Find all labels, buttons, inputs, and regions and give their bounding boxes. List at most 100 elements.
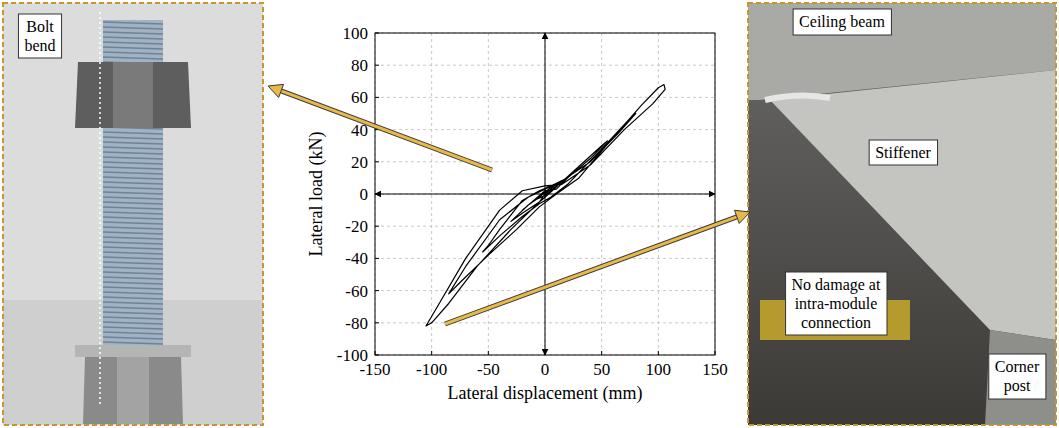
bolt-thread: [103, 152, 163, 154]
label-line: No damage at: [792, 276, 881, 294]
bolt-thread: [103, 202, 163, 204]
data-group: [426, 85, 665, 327]
arrow-outline: [281, 91, 492, 170]
weld: [765, 95, 830, 100]
tick-label-x: -100: [416, 360, 447, 379]
tick-y: [375, 258, 379, 259]
tick-label-y: 100: [343, 24, 369, 43]
label-box: [989, 354, 1046, 399]
tick-x: [431, 351, 432, 355]
bolt-thread: [103, 312, 163, 314]
bolt-thread: [103, 52, 163, 54]
bolt-thread: [103, 337, 163, 339]
photo-background: [748, 3, 1056, 425]
tick-x: [545, 351, 546, 355]
arrow-outline: [445, 217, 737, 324]
tick-label-x: -50: [477, 360, 500, 379]
tick-label-y: -40: [345, 249, 368, 268]
label-line: Bolt: [26, 18, 54, 35]
photo-label: Ceiling beam: [799, 13, 885, 31]
bolt-thread: [103, 307, 163, 309]
plot-background: [375, 33, 715, 355]
bolt-thread: [103, 242, 163, 244]
bolt-thread: [103, 157, 163, 159]
tick-label-y: 80: [351, 56, 368, 75]
bolt-thread: [103, 27, 163, 29]
tick-label-y: 60: [351, 88, 368, 107]
bolt-thread: [103, 287, 163, 289]
photo-background: [3, 3, 263, 425]
reference-line: [99, 12, 101, 405]
label-line: bend: [24, 37, 55, 54]
tick-y: [375, 355, 379, 356]
callout-arrow: [445, 210, 750, 324]
bolt-thread: [103, 237, 163, 239]
tick-label-x: 150: [702, 360, 728, 379]
bolt-washer: [75, 345, 191, 357]
bolt-thread: [103, 262, 163, 264]
bolt-thread: [103, 42, 163, 44]
label-box: [869, 140, 937, 165]
label-line: post: [1004, 377, 1031, 395]
bolt-thread: [103, 332, 163, 334]
plot-frame: [375, 33, 715, 355]
bolt-thread: [103, 47, 163, 49]
bolt-thread: [103, 22, 163, 24]
panel-border: [3, 3, 263, 425]
photo-label-group: No damage atintra-moduleconnection: [786, 272, 887, 335]
bolt-thread: [103, 212, 163, 214]
tick-x: [658, 351, 659, 355]
arrow-body: [445, 217, 737, 324]
tick-label-x: 0: [541, 360, 550, 379]
label-box: [786, 272, 887, 335]
panel-border: [748, 3, 1056, 425]
bolt-nut-face: [117, 357, 149, 424]
bolt-thread: [103, 292, 163, 294]
figure: Bolt bend Ceiling beam Stiffener No damage a…: [0, 0, 1059, 428]
bolt-thread: [103, 227, 163, 229]
right-photo: [748, 3, 1056, 425]
bolt-thread: [103, 277, 163, 279]
bolt-thread: [103, 282, 163, 284]
bolt-thread: [103, 187, 163, 189]
x-axis-title: Lateral displacement (mm): [448, 383, 643, 404]
y-axis-title: Lateral load (kN): [306, 132, 327, 257]
bolt-nut-face: [113, 62, 153, 128]
tick-label-y: -60: [345, 282, 368, 301]
label-line: Corner: [995, 358, 1040, 375]
tick-y: [375, 97, 379, 98]
chart: -150-100-50050100150-100-80-60-40-200204…: [306, 24, 728, 404]
tick-x: [601, 351, 602, 355]
hysteresis-curve: [426, 85, 665, 327]
photo-label-group: Stiffener: [869, 140, 937, 165]
photo-label-group: Bolt bend: [18, 14, 61, 58]
bolt-thread: [103, 142, 163, 144]
photo-label-group: Corner post: [989, 354, 1046, 399]
arrow-body: [281, 91, 492, 170]
tick-y: [375, 65, 379, 66]
callout-arrow: [268, 84, 492, 170]
label-box: [793, 9, 891, 35]
bolt-thread: [103, 247, 163, 249]
bolt-thread: [103, 322, 163, 324]
bolt-thread: [103, 192, 163, 194]
stiffener: [770, 70, 1056, 340]
bolt-nut-top: [75, 62, 191, 128]
bolt-thread: [103, 172, 163, 174]
bolt-thread: [103, 327, 163, 329]
tick-y: [375, 290, 379, 291]
bolt-thread: [103, 177, 163, 179]
arrow-head: [268, 84, 284, 97]
bolt-thread: [103, 182, 163, 184]
photo-label: Stiffener: [875, 144, 931, 161]
tick-label-y: -20: [345, 217, 368, 236]
tick-y: [375, 194, 379, 195]
left-photo: [3, 3, 263, 425]
photo-label-group: Ceiling beam: [793, 9, 891, 35]
tick-y: [375, 33, 379, 34]
bolt-thread: [103, 257, 163, 259]
photo-label: No damage atintra-moduleconnection: [792, 276, 881, 331]
label-line: connection: [801, 314, 871, 331]
tick-y: [375, 322, 379, 323]
bolt-thread: [103, 167, 163, 169]
